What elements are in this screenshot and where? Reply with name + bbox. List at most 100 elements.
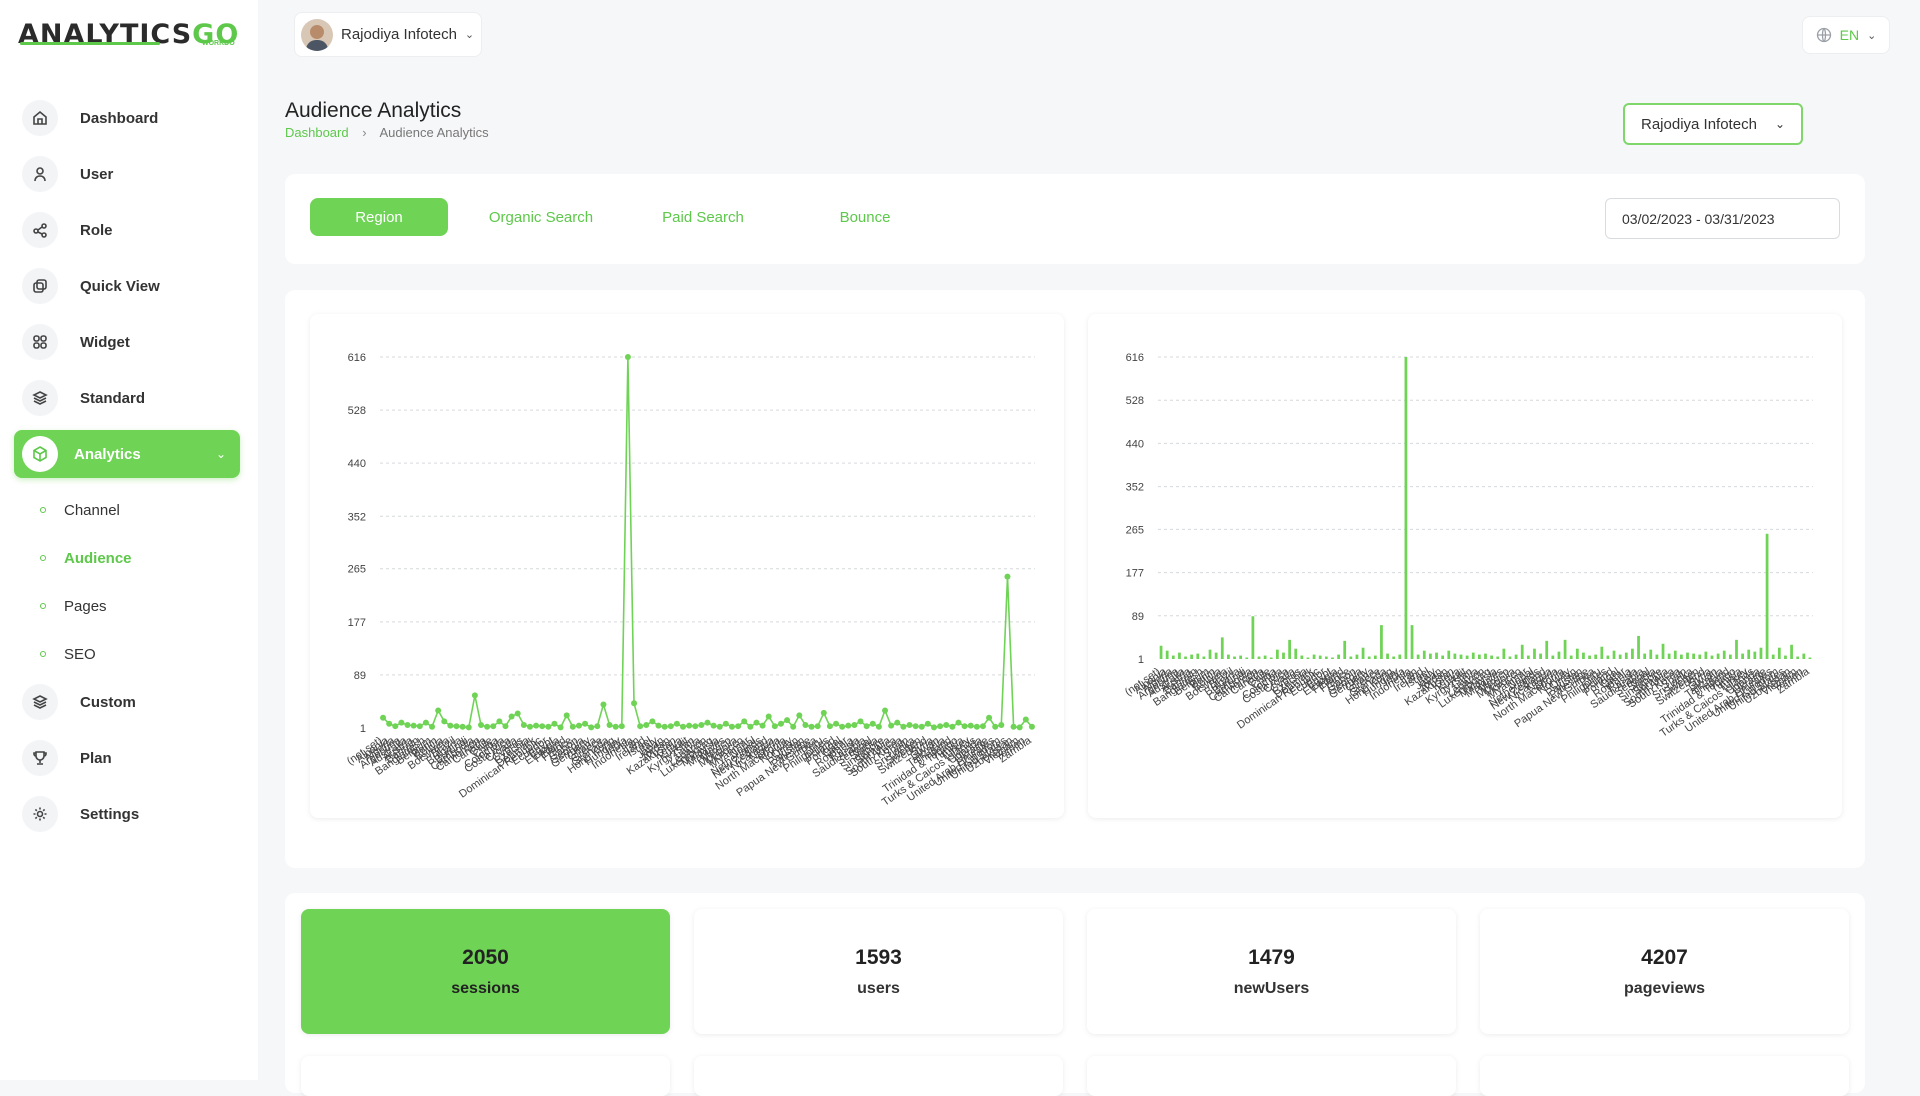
bar-hong-kong[interactable] — [1392, 656, 1396, 659]
data-point-ukraine[interactable] — [986, 714, 993, 721]
bar-croatia[interactable] — [1294, 648, 1298, 659]
bar-not-set[interactable] — [1159, 645, 1163, 659]
bar-austria[interactable] — [1190, 654, 1194, 659]
bar-bahrain[interactable] — [1196, 653, 1200, 659]
bar-united-arab-emirates[interactable] — [1771, 654, 1775, 659]
data-point-portugal[interactable] — [839, 723, 846, 730]
bar-trinidad-tobago[interactable] — [1735, 639, 1738, 659]
data-point-luxembourg[interactable] — [710, 722, 717, 729]
sidebar-subitem-channel[interactable]: Channel — [14, 486, 240, 534]
tab-paid-search[interactable]: Paid Search — [662, 208, 744, 226]
sidebar-item-role[interactable]: Role — [14, 206, 240, 254]
bar-jordan[interactable] — [1447, 650, 1451, 659]
data-point-australia[interactable] — [404, 721, 411, 728]
bar-gabon[interactable] — [1355, 654, 1359, 659]
bar-syria[interactable] — [1710, 655, 1714, 659]
bar-hungary[interactable] — [1398, 654, 1402, 659]
data-point-united-states[interactable] — [1004, 573, 1011, 580]
bar-vietnam[interactable] — [1796, 656, 1800, 659]
data-point-maldives[interactable] — [722, 720, 729, 727]
data-point-spain[interactable] — [906, 721, 913, 728]
data-point-singapore[interactable] — [882, 707, 889, 714]
data-point-egypt[interactable] — [551, 720, 558, 727]
bar-poland[interactable] — [1612, 650, 1616, 659]
bar-south-africa[interactable] — [1673, 650, 1677, 659]
data-point-russia[interactable] — [857, 718, 864, 725]
data-point-thailand[interactable] — [949, 723, 956, 730]
data-point-mongolia[interactable] — [735, 723, 742, 730]
bar-mexico[interactable] — [1508, 656, 1512, 659]
bar-ghana[interactable] — [1373, 655, 1377, 659]
data-point-oman[interactable] — [796, 712, 803, 719]
data-point-morocco[interactable] — [741, 718, 748, 725]
data-point-bulgaria[interactable] — [459, 723, 466, 730]
data-point-china[interactable] — [496, 718, 503, 725]
data-point-belgium[interactable] — [429, 723, 436, 730]
bar-tunisia[interactable] — [1741, 653, 1744, 659]
bar-serbia[interactable] — [1655, 654, 1659, 659]
data-point-ireland[interactable] — [643, 721, 650, 728]
data-point-nigeria[interactable] — [777, 720, 784, 727]
bar-malaysia[interactable] — [1496, 656, 1500, 659]
bar-france[interactable] — [1349, 656, 1353, 659]
bar-switzerland[interactable] — [1704, 651, 1708, 659]
bar-kenya[interactable] — [1459, 654, 1463, 659]
data-point-poland[interactable] — [833, 720, 840, 727]
data-point-switzerland[interactable] — [924, 720, 931, 727]
bar-grenada[interactable] — [1386, 653, 1389, 659]
data-point-colombia[interactable] — [502, 723, 509, 730]
data-point-israel[interactable] — [649, 718, 656, 725]
sidebar-item-user[interactable]: User — [14, 150, 240, 198]
data-point-kyrgyzstan[interactable] — [692, 723, 699, 730]
bar-singapore[interactable] — [1661, 643, 1665, 659]
data-point-new-zealand[interactable] — [765, 713, 772, 720]
sidebar-item-quick-view[interactable]: Quick View — [14, 262, 240, 310]
bar-costa-rica[interactable] — [1288, 639, 1291, 659]
data-point-latvia[interactable] — [698, 721, 705, 728]
bar-nicaragua[interactable] — [1551, 655, 1555, 659]
data-point-palestine[interactable] — [808, 723, 815, 730]
bar-cameroon[interactable] — [1257, 656, 1261, 659]
data-point-romania[interactable] — [851, 721, 858, 728]
data-point-greece[interactable] — [600, 701, 607, 708]
tab-bounce[interactable]: Bounce — [839, 208, 891, 226]
bar-ireland[interactable] — [1422, 650, 1426, 659]
brand-logo[interactable]: ANALYTICSGO WORKDO — [18, 10, 239, 50]
data-point-mexico[interactable] — [728, 723, 735, 730]
bar-qatar[interactable] — [1624, 652, 1628, 659]
data-point-uzbekistan[interactable] — [1010, 723, 1017, 730]
sidebar-item-dashboard[interactable]: Dashboard — [14, 94, 240, 142]
bar-pakistan[interactable] — [1582, 652, 1585, 659]
bar-ecuador[interactable] — [1324, 656, 1328, 659]
bar-latvia[interactable] — [1478, 654, 1481, 659]
bar-morocco[interactable] — [1520, 644, 1524, 659]
data-point-sweden[interactable] — [918, 723, 925, 730]
data-point-netherlands[interactable] — [759, 722, 766, 729]
data-point-indonesia[interactable] — [631, 700, 638, 707]
bar-philippines[interactable] — [1606, 655, 1610, 659]
data-point-japan[interactable] — [661, 723, 668, 730]
bar-brazil[interactable] — [1233, 656, 1236, 659]
data-point-dominican-republic[interactable] — [539, 723, 546, 730]
bar-peru[interactable] — [1600, 646, 1604, 659]
data-point-nepal[interactable] — [753, 719, 760, 726]
data-point-zambia[interactable] — [1028, 723, 1035, 730]
tab-region[interactable]: Region — [310, 198, 448, 236]
user-menu[interactable]: Rajodiya Infotech ⌄ — [294, 12, 482, 57]
bar-iran[interactable] — [1416, 654, 1420, 659]
bar-egypt[interactable] — [1331, 657, 1334, 659]
bar-greece[interactable] — [1380, 625, 1383, 659]
bar-taiwan[interactable] — [1716, 653, 1720, 659]
data-point-czechia[interactable] — [526, 723, 533, 730]
data-point-argentina[interactable] — [398, 719, 405, 726]
bar-zambia[interactable] — [1808, 657, 1812, 659]
bar-turkey[interactable] — [1747, 649, 1751, 659]
data-point-qatar[interactable] — [845, 722, 852, 729]
bar-united-states[interactable] — [1784, 655, 1787, 659]
language-selector[interactable]: EN ⌄ — [1802, 16, 1890, 54]
data-point-cameroon[interactable] — [478, 721, 485, 728]
data-point-tanzania[interactable] — [943, 721, 950, 728]
data-point-gabon[interactable] — [575, 722, 582, 729]
stat-users[interactable]: 1593 users — [694, 909, 1063, 1034]
bar-japan[interactable] — [1441, 655, 1445, 659]
